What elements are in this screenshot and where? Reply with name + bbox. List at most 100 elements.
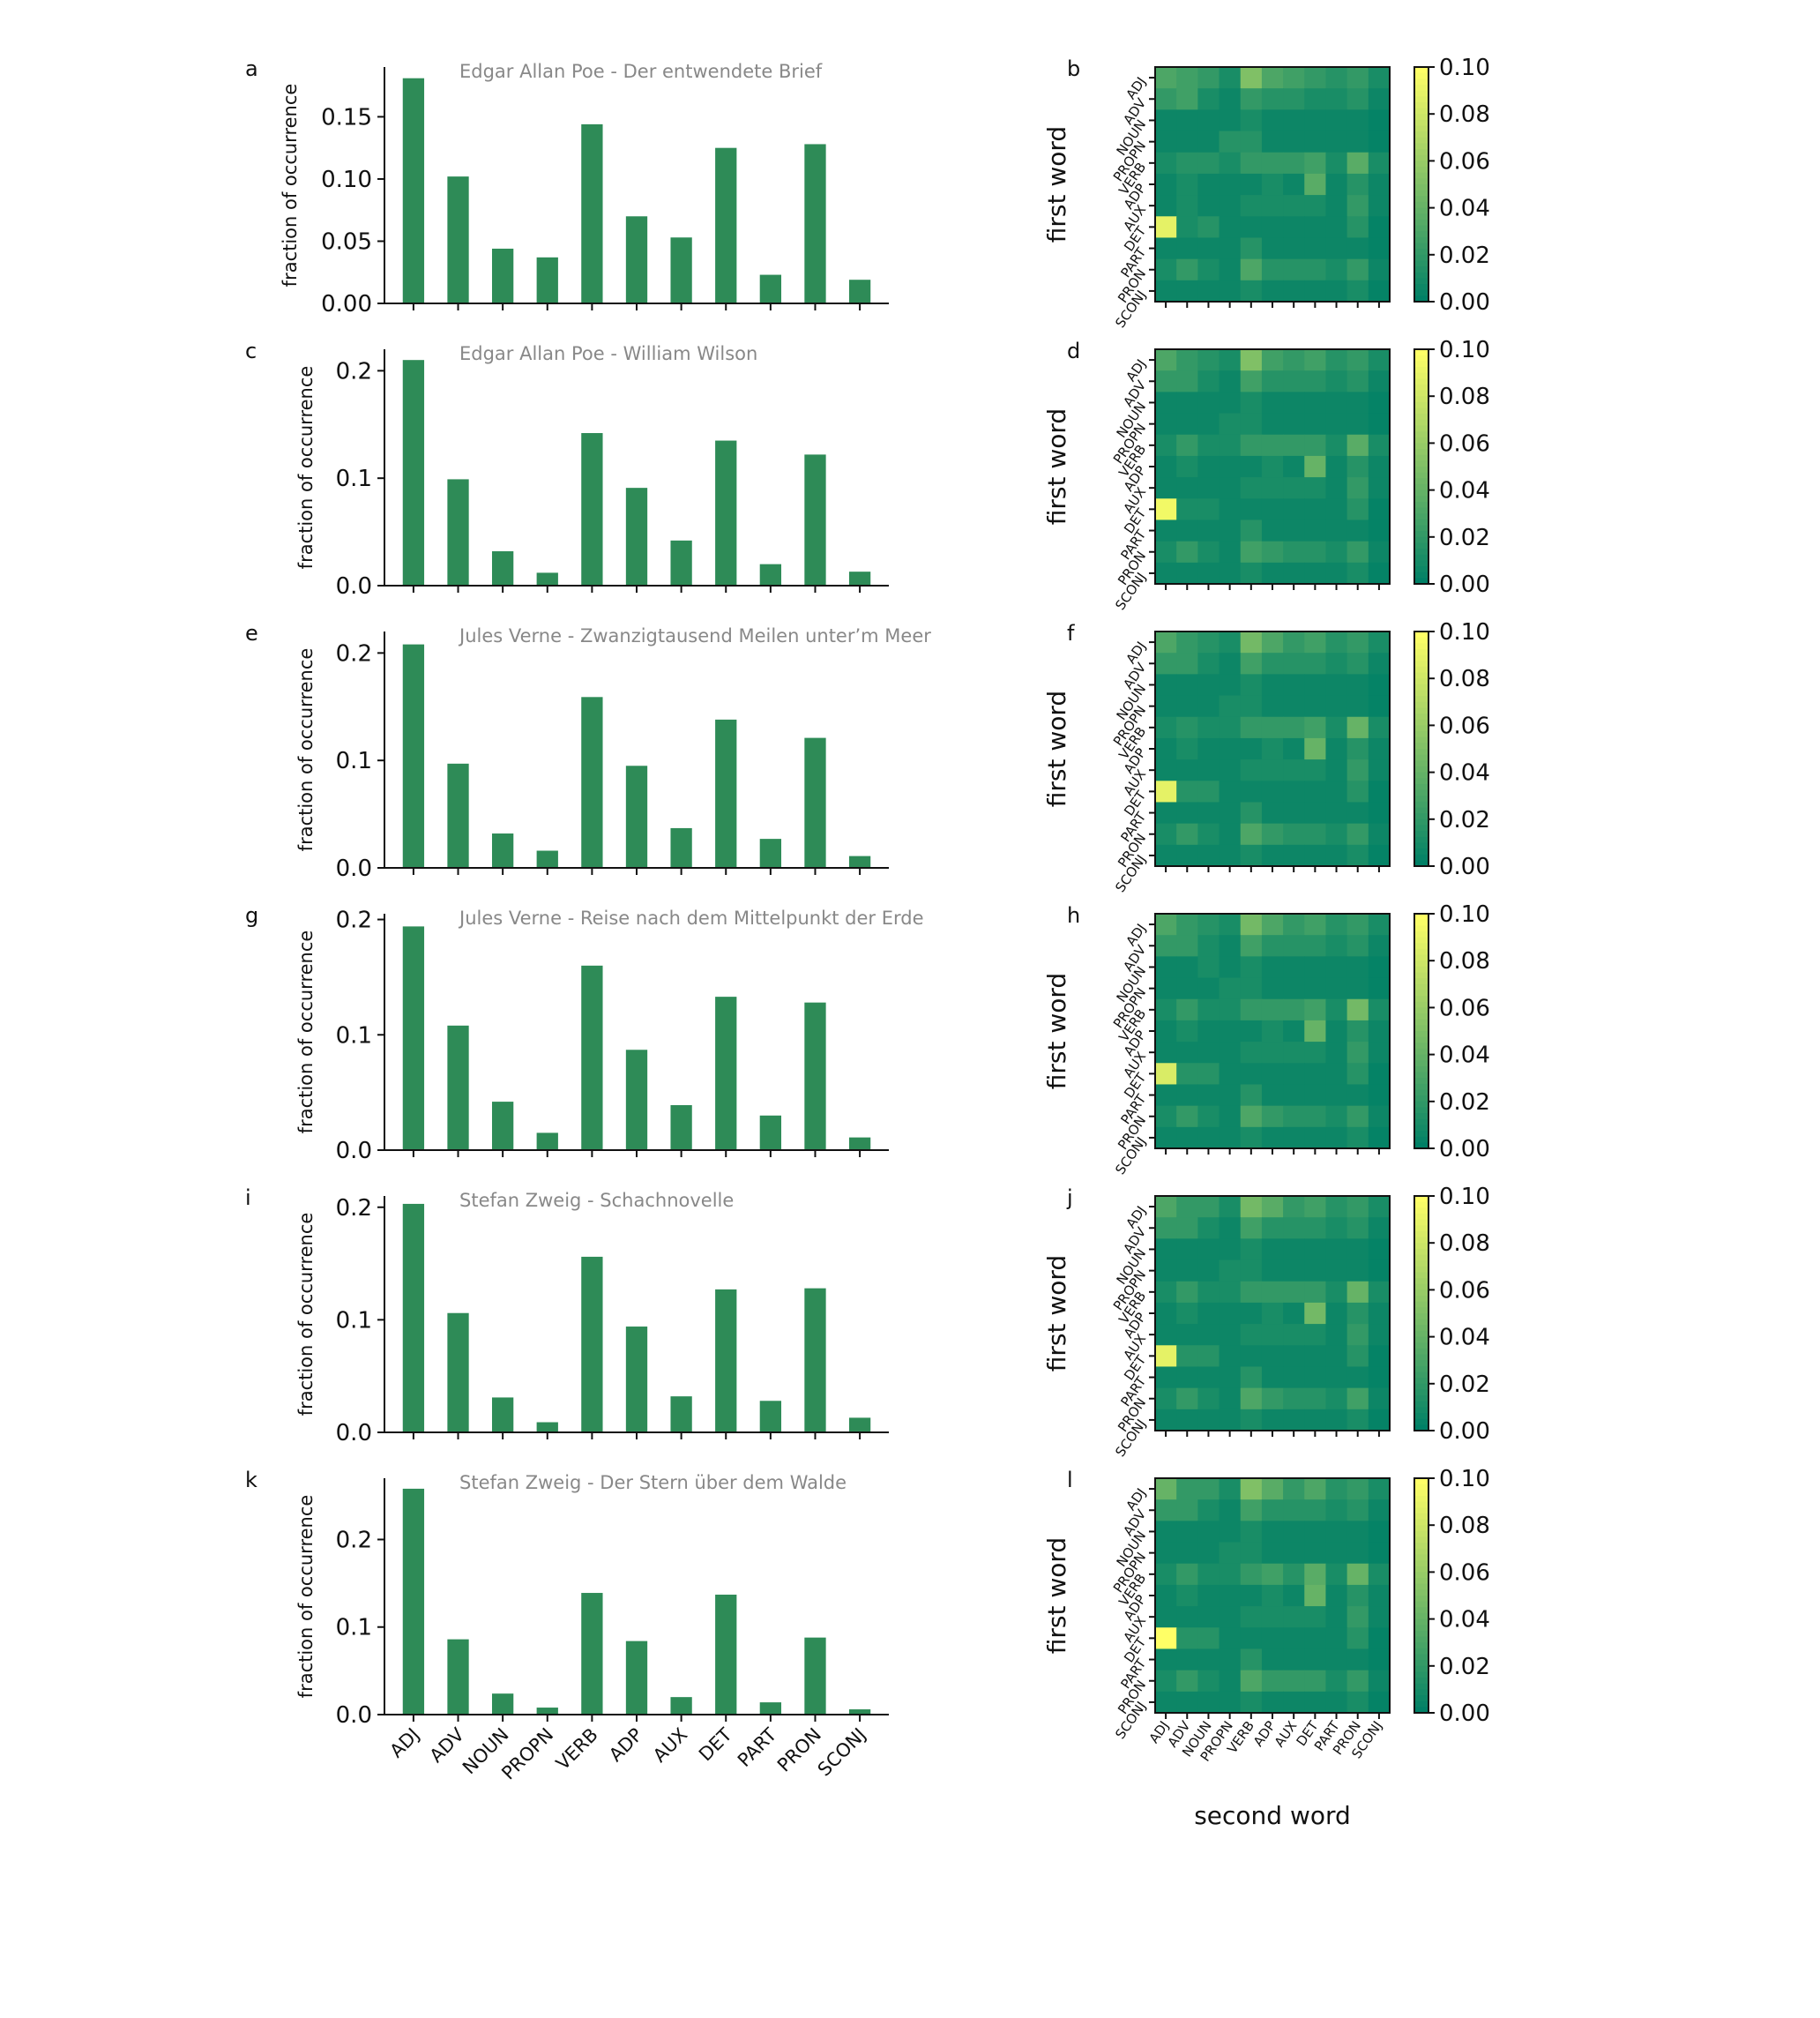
colorbar-step [1414, 807, 1428, 814]
heatmap-cell [1155, 653, 1177, 675]
bar-VERB [581, 123, 603, 303]
y-tick-label: 0.1 [336, 1022, 372, 1049]
heatmap-cell [1240, 195, 1263, 217]
colorbar-tick-label: 0.02 [1439, 807, 1490, 833]
x-tick-label-ADJ: ADJ [385, 1724, 423, 1762]
colorbar-step [1414, 501, 1428, 509]
heatmap-cell [1155, 914, 1177, 936]
bar-ADP [625, 1050, 648, 1150]
heatmap-cell [1368, 1105, 1391, 1128]
heatmap-cell [1346, 1499, 1369, 1521]
y-axis-label: fraction of occurrence [295, 931, 317, 1134]
heatmap-cell [1219, 1499, 1242, 1521]
heatmap-cell [1219, 455, 1242, 478]
colorbar-step [1414, 1700, 1428, 1708]
heatmap-cell [1261, 1387, 1284, 1410]
heatmap-cell [1368, 67, 1391, 89]
bar-DET [715, 147, 737, 303]
heatmap-cell [1155, 1020, 1177, 1043]
heatmap-cell [1155, 737, 1177, 760]
heatmap-cell [1304, 1302, 1326, 1325]
heatmap-cell [1368, 1563, 1391, 1586]
colorbar-step [1414, 690, 1428, 697]
heatmap-cell [1283, 67, 1305, 89]
heatmap-cell [1368, 823, 1391, 846]
y-tick-label: 0.0 [336, 1138, 372, 1164]
colorbar-step [1414, 390, 1428, 397]
heatmap-cell [1283, 935, 1305, 957]
colorbar-step [1414, 860, 1428, 867]
heatmap-cell [1155, 455, 1177, 478]
heatmap-cell [1368, 1499, 1391, 1521]
heatmap-cell [1304, 1387, 1326, 1410]
heatmap-cell [1283, 1409, 1305, 1431]
colorbar-step [1414, 1360, 1428, 1367]
heatmap-cell [1155, 280, 1177, 303]
heatmap-cell [1176, 1542, 1198, 1565]
heatmap-cell [1155, 1499, 1177, 1521]
colorbar-step [1414, 1131, 1428, 1138]
heatmap-cell [1219, 1126, 1242, 1149]
colorbar-step [1414, 966, 1428, 973]
heatmap-cell [1368, 914, 1391, 936]
heatmap-cell [1346, 1670, 1369, 1693]
y-tick-label: 0.0 [336, 1702, 372, 1729]
y-axis-label: first word [1042, 1537, 1071, 1654]
colorbar-step [1414, 1237, 1428, 1244]
heatmap-cell [1240, 1238, 1263, 1261]
bar-PROPN [536, 572, 558, 586]
x-tick-label-SCONJ: SCONJ [814, 1724, 870, 1781]
heatmap-cell [1283, 759, 1305, 781]
colorbar-step [1414, 1313, 1428, 1320]
heatmap-cell [1240, 88, 1263, 110]
colorbar-step [1414, 454, 1428, 461]
colorbar-step [1414, 1424, 1428, 1431]
heatmap-cell [1261, 1691, 1284, 1714]
heatmap-cell [1368, 737, 1391, 760]
colorbar-tick-label: 0.02 [1439, 243, 1490, 269]
colorbar-step [1414, 736, 1428, 744]
heatmap-cell [1368, 1478, 1391, 1500]
heatmap-cell [1197, 781, 1220, 803]
y-tick-label: 0.1 [336, 748, 372, 774]
heatmap-cell [1219, 914, 1242, 936]
colorbar-step [1414, 1612, 1428, 1620]
heatmap-cell [1261, 258, 1284, 281]
heatmap-cell [1325, 1563, 1348, 1586]
heatmap-cell [1283, 823, 1305, 846]
heatmap-cell [1197, 1563, 1220, 1586]
heatmap-cell [1240, 1302, 1263, 1325]
heatmap-cell [1176, 258, 1198, 281]
heatmap-cell [1240, 1345, 1263, 1367]
heatmap-cell [1176, 88, 1198, 110]
heatmap-cell [1325, 1063, 1348, 1085]
colorbar-step [1414, 1007, 1428, 1014]
colorbar-step [1414, 1095, 1428, 1102]
heatmap-cell [1283, 1387, 1305, 1410]
heatmap-cell [1368, 977, 1391, 1000]
heatmap-cell [1219, 653, 1242, 675]
heatmap-cell [1261, 1563, 1284, 1586]
heatmap-cell [1176, 67, 1198, 89]
bar-ADP [625, 488, 648, 586]
heatmap-cell [1176, 519, 1198, 542]
heatmap-cell [1346, 1281, 1369, 1304]
colorbar-step [1414, 384, 1428, 392]
colorbar-step [1414, 1519, 1428, 1526]
heatmap-cell [1240, 413, 1263, 436]
colorbar-step [1414, 648, 1428, 656]
heatmap-cell [1325, 1345, 1348, 1367]
colorbar-step [1414, 78, 1428, 86]
heatmap-cell [1346, 1217, 1369, 1239]
heatmap-cell [1155, 88, 1177, 110]
colorbar-step [1414, 507, 1428, 514]
heatmap-cell [1325, 1521, 1348, 1543]
heatmap-cell [1325, 1542, 1348, 1565]
colorbar-step [1414, 167, 1428, 174]
colorbar-step [1414, 184, 1428, 191]
heatmap-cell [1176, 1345, 1198, 1367]
x-tick-label-ADP: ADP [1250, 1718, 1279, 1750]
heatmap-cell [1176, 413, 1198, 436]
colorbar-step [1414, 760, 1428, 767]
